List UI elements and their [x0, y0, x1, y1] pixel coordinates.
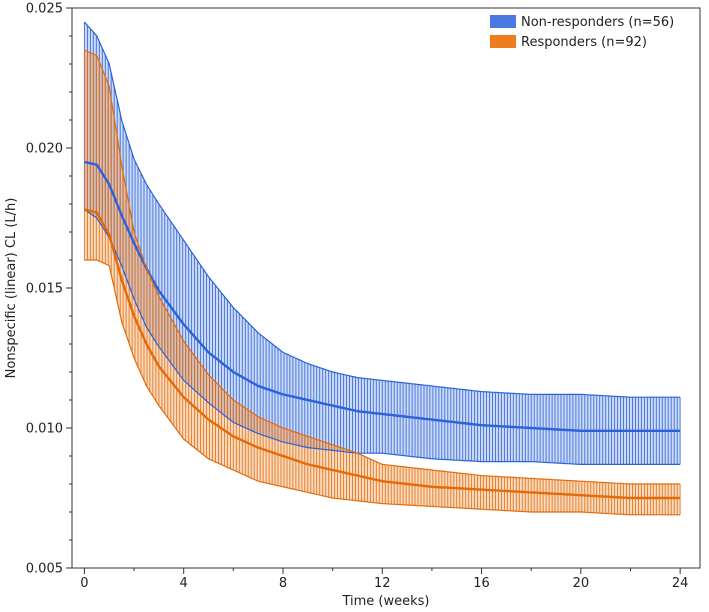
median-line-non-responders [84, 160, 681, 432]
legend: Non-responders (n=56) Responders (n=92) [490, 15, 674, 50]
x-tick-label: 4 [180, 576, 188, 591]
legend-swatch-non-responders [490, 15, 516, 28]
series-lines [83, 21, 681, 516]
x-axis: 0 4 8 12 16 20 24 [80, 568, 688, 591]
legend-swatch-responders [490, 35, 516, 48]
y-tick-label: 0.015 [26, 282, 63, 297]
x-tick-label: 8 [279, 576, 287, 591]
lower-bound-responders [84, 259, 681, 516]
y-axis: 0.005 0.010 0.015 0.020 0.025 [26, 2, 72, 577]
y-tick-label: 0.010 [26, 422, 63, 437]
x-tick-label: 0 [80, 576, 88, 591]
x-tick-label: 24 [672, 576, 689, 591]
y-axis-title: Nonspecific (linear) CL (L/h) [4, 198, 19, 379]
legend-label-non-responders: Non-responders (n=56) [521, 15, 674, 30]
upper-bound-responders [84, 49, 681, 485]
x-axis-title: Time (weeks) [341, 594, 429, 609]
y-tick-label: 0.020 [26, 142, 63, 157]
median-line-responders [84, 208, 681, 500]
lower-bound-non-responders [84, 209, 681, 465]
y-tick-label: 0.005 [26, 562, 63, 577]
legend-label-responders: Responders (n=92) [521, 35, 647, 50]
upper-bound-non-responders [83, 21, 681, 398]
x-tick-label: 16 [473, 576, 490, 591]
x-tick-label: 20 [573, 576, 590, 591]
y-tick-label: 0.025 [26, 2, 63, 17]
x-tick-label: 12 [374, 576, 391, 591]
